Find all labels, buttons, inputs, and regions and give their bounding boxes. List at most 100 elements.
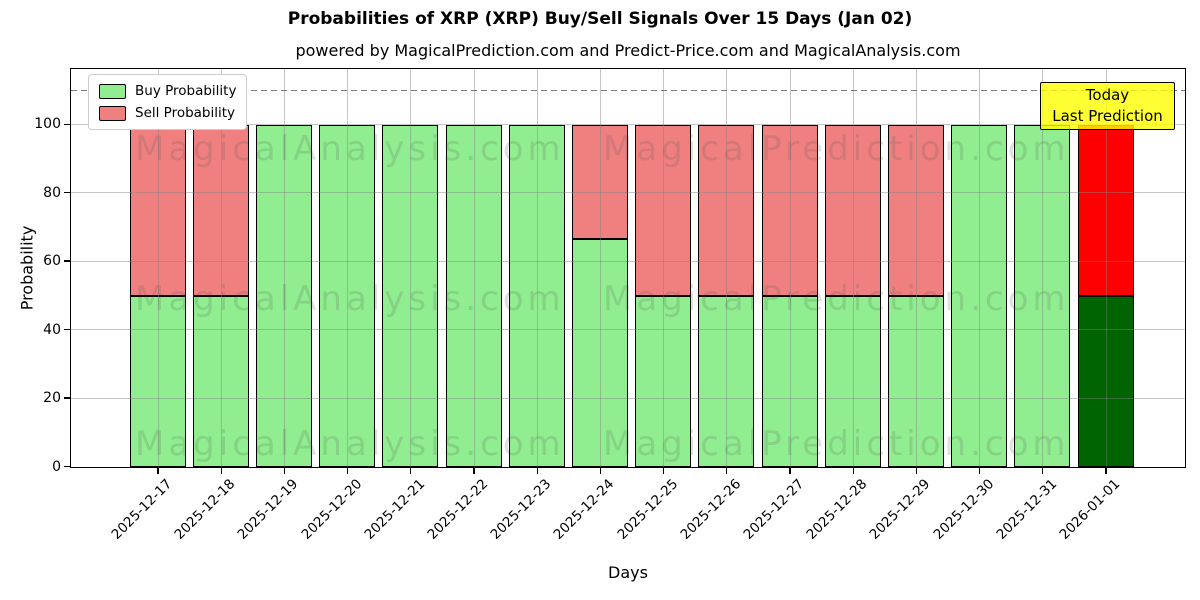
bar-buy-2025-12-24 [571, 238, 628, 467]
gridline-vertical [283, 69, 285, 467]
bar-sell-2025-12-27 [761, 124, 818, 296]
y-tick-label: 100 [34, 116, 61, 133]
x-tick-mark [978, 468, 981, 474]
y-tick-mark [64, 328, 70, 331]
bar-buy-2025-12-29 [887, 295, 944, 467]
watermark-text: MagicalPrediction.com [603, 424, 1070, 464]
gridline-vertical [915, 69, 917, 467]
dashed-threshold-line [71, 89, 1185, 91]
bar-buy-2025-12-21 [382, 124, 439, 467]
bar-buy-2026-01-01 [1077, 295, 1134, 467]
gridline-vertical [726, 69, 728, 467]
watermark-text: MagicalPrediction.com [603, 279, 1070, 319]
bar-buy-2025-12-17 [129, 295, 186, 467]
bar-buy-2025-12-27 [761, 295, 818, 467]
gridline-vertical [410, 69, 412, 467]
bar-buy-2025-12-18 [192, 295, 249, 467]
watermark-text: MagicalAnalysis.com [135, 129, 565, 169]
legend-item-sell: Sell Probability [99, 105, 236, 121]
legend-item-buy: Buy Probability [99, 83, 236, 99]
x-tick-mark [662, 468, 665, 474]
chart-title: Probabilities of XRP (XRP) Buy/Sell Sign… [287, 9, 913, 29]
gridline-vertical [979, 69, 981, 467]
gridline-horizontal [71, 260, 1185, 262]
bar-buy-2025-12-26 [698, 295, 755, 467]
x-tick-mark [789, 468, 791, 474]
x-tick-label: 2025-12-21 [361, 476, 429, 543]
x-tick-mark [1042, 468, 1044, 474]
y-tick-mark [64, 123, 70, 125]
legend-label-buy: Buy Probability [135, 83, 237, 99]
x-tick-mark [1105, 468, 1107, 474]
legend: Buy Probability Sell Probability [88, 74, 248, 130]
x-tick-mark [852, 468, 854, 474]
gridline-horizontal [71, 123, 1185, 125]
y-tick-mark [64, 465, 70, 468]
bar-buy-2025-12-20 [319, 124, 376, 467]
annotation-line2: Last Prediction [1052, 107, 1163, 125]
x-tick-mark [915, 468, 918, 474]
bar-buy-2025-12-25 [635, 295, 692, 467]
bar-sell-2025-12-28 [824, 124, 881, 296]
gridline-vertical [789, 69, 791, 467]
gridline-vertical [220, 69, 222, 467]
gridline-vertical [157, 69, 159, 467]
today-annotation: Today Last Prediction [1040, 82, 1175, 130]
gridline-vertical [663, 69, 665, 467]
gridline-vertical [1105, 69, 1107, 467]
x-tick-label: 2026-01-01 [1056, 476, 1124, 543]
bar-sell-2025-12-17 [129, 124, 186, 296]
bar-sell-2025-12-24 [571, 124, 628, 239]
chart-subtitle: powered by MagicalPrediction.com and Pre… [295, 41, 961, 60]
bar-buy-2025-12-28 [824, 295, 881, 467]
y-tick-label: 80 [43, 184, 61, 201]
gridline-vertical [473, 69, 475, 467]
bar-buy-2025-12-19 [255, 124, 312, 467]
y-tick-mark [64, 260, 70, 262]
bar-buy-2025-12-30 [951, 124, 1008, 467]
x-tick-mark [346, 468, 349, 474]
x-tick-mark [726, 468, 728, 474]
plot-area: Buy Probability Sell Probability Today L… [70, 68, 1186, 468]
x-tick-label: 2025-12-17 [108, 476, 176, 543]
x-tick-mark [473, 468, 475, 474]
x-tick-mark [157, 468, 159, 474]
gridline-vertical [347, 69, 349, 467]
x-tick-label: 2025-12-25 [614, 476, 681, 543]
bar-buy-2025-12-22 [445, 124, 502, 467]
bar-sell-2025-12-25 [635, 124, 692, 296]
x-tick-label: 2025-12-18 [171, 476, 239, 543]
x-tick-label: 2025-12-24 [550, 476, 618, 543]
bar-buy-2025-12-31 [1014, 124, 1071, 467]
legend-label-sell: Sell Probability [135, 105, 236, 121]
gridline-horizontal [71, 397, 1185, 399]
y-tick-label: 0 [52, 458, 61, 475]
bar-sell-2025-12-26 [698, 124, 755, 296]
x-tick-label: 2025-12-28 [803, 476, 871, 543]
x-tick-label: 2025-12-31 [993, 476, 1061, 543]
gridline-horizontal [71, 329, 1185, 331]
bar-buy-2025-12-23 [508, 124, 565, 467]
watermark-text: MagicalAnalysis.com [135, 424, 565, 464]
bar-sell-2025-12-18 [192, 124, 249, 296]
gridline-vertical [599, 69, 601, 467]
x-tick-mark [283, 468, 286, 474]
y-tick-label: 60 [43, 253, 61, 270]
x-tick-label: 2025-12-22 [424, 476, 492, 543]
x-axis-title: Days [608, 563, 648, 582]
y-tick-mark [64, 192, 70, 194]
x-tick-mark [536, 468, 538, 474]
y-tick-label: 40 [43, 321, 61, 338]
x-tick-label: 2025-12-20 [298, 476, 365, 543]
annotation-line1: Today [1085, 86, 1130, 104]
x-tick-label: 2025-12-30 [930, 476, 997, 543]
x-tick-label: 2025-12-23 [487, 476, 555, 543]
bar-sell-2025-12-29 [887, 124, 944, 296]
watermark-text: MagicalAnalysis.com [135, 279, 565, 319]
x-tick-label: 2025-12-19 [234, 476, 302, 543]
x-tick-label: 2025-12-27 [740, 476, 808, 543]
sell-probability-swatch [99, 105, 126, 121]
y-tick-label: 20 [43, 390, 61, 407]
gridline-vertical [536, 69, 538, 467]
